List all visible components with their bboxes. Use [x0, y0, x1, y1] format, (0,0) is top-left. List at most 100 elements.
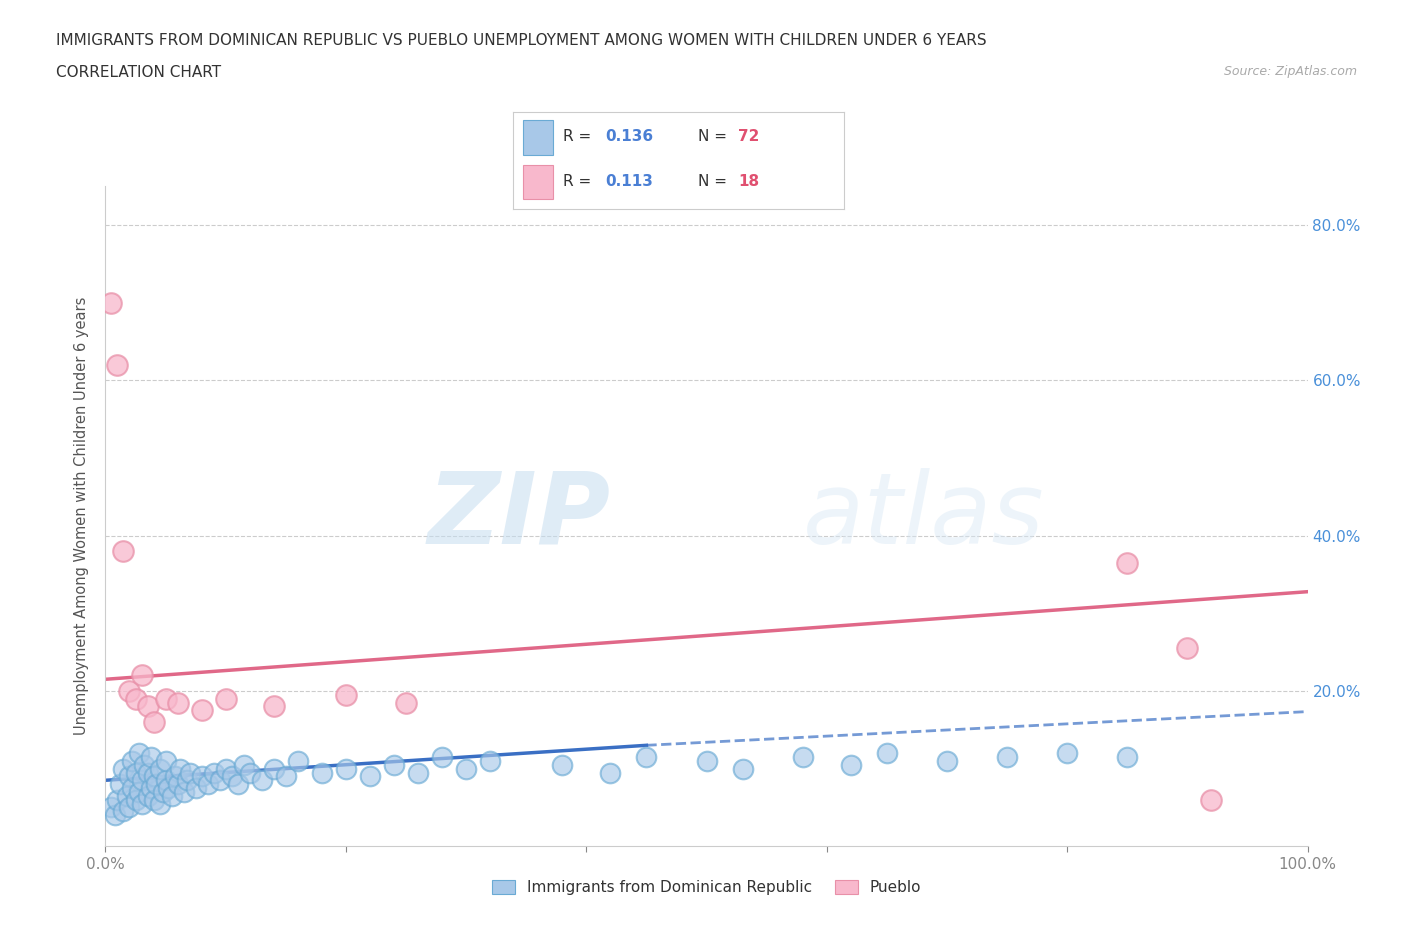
Point — [184, 780, 207, 795]
Point — [118, 684, 141, 698]
Point — [454, 761, 477, 776]
Point — [169, 761, 191, 776]
Point — [136, 765, 159, 780]
Point — [112, 804, 135, 818]
Text: IMMIGRANTS FROM DOMINICAN REPUBLIC VS PUEBLO UNEMPLOYMENT AMONG WOMEN WITH CHILD: IMMIGRANTS FROM DOMINICAN REPUBLIC VS PU… — [56, 33, 987, 47]
Point — [128, 785, 150, 800]
Point — [382, 757, 405, 772]
Point — [731, 761, 754, 776]
Point — [142, 769, 165, 784]
Point — [155, 773, 177, 788]
Point — [124, 765, 146, 780]
Text: Source: ZipAtlas.com: Source: ZipAtlas.com — [1223, 65, 1357, 78]
Point — [124, 792, 146, 807]
Point — [136, 699, 159, 714]
Text: ZIP: ZIP — [427, 468, 610, 565]
Point — [274, 769, 297, 784]
Point — [139, 750, 162, 764]
Point — [395, 695, 418, 710]
Text: N =: N = — [699, 129, 733, 144]
Point — [145, 777, 167, 791]
Point — [112, 544, 135, 559]
Point — [131, 773, 153, 788]
Point — [287, 753, 309, 768]
Point — [136, 789, 159, 804]
Text: 18: 18 — [738, 175, 759, 190]
Point — [1201, 792, 1223, 807]
Point — [131, 796, 153, 811]
Point — [214, 761, 236, 776]
Point — [551, 757, 574, 772]
Point — [118, 800, 141, 815]
Text: CORRELATION CHART: CORRELATION CHART — [56, 65, 221, 80]
Point — [156, 780, 179, 795]
Point — [166, 695, 188, 710]
Point — [118, 769, 141, 784]
Point — [335, 687, 357, 702]
Point — [335, 761, 357, 776]
Point — [148, 796, 170, 811]
Text: 72: 72 — [738, 129, 759, 144]
Point — [936, 753, 959, 768]
Text: R =: R = — [562, 129, 596, 144]
Point — [696, 753, 718, 768]
Point — [124, 691, 146, 706]
Point — [202, 765, 225, 780]
Point — [359, 769, 381, 784]
Point — [166, 777, 188, 791]
Point — [121, 780, 143, 795]
Point — [148, 761, 170, 776]
Point — [250, 773, 273, 788]
Point — [139, 780, 162, 795]
Point — [155, 691, 177, 706]
Point — [792, 750, 814, 764]
Point — [208, 773, 231, 788]
Point — [115, 789, 138, 804]
Point — [112, 761, 135, 776]
Point — [142, 792, 165, 807]
Point — [876, 746, 898, 761]
Point — [155, 753, 177, 768]
Point — [263, 761, 285, 776]
Text: R =: R = — [562, 175, 596, 190]
Point — [214, 691, 236, 706]
Point — [1175, 641, 1198, 656]
Point — [636, 750, 658, 764]
Point — [221, 769, 243, 784]
Point — [107, 792, 129, 807]
Point — [226, 777, 249, 791]
Point — [128, 746, 150, 761]
Point — [1116, 750, 1139, 764]
Point — [190, 769, 212, 784]
Point — [100, 295, 122, 310]
Point — [152, 785, 174, 800]
Y-axis label: Unemployment Among Women with Children Under 6 years: Unemployment Among Women with Children U… — [75, 297, 90, 736]
Point — [839, 757, 862, 772]
Point — [131, 668, 153, 683]
Point — [190, 703, 212, 718]
Point — [165, 769, 187, 784]
Point — [108, 777, 131, 791]
Point — [232, 757, 254, 772]
Legend: Immigrants from Dominican Republic, Pueblo: Immigrants from Dominican Republic, Pueb… — [485, 874, 928, 901]
Text: atlas: atlas — [803, 468, 1045, 565]
Point — [121, 753, 143, 768]
Text: N =: N = — [699, 175, 733, 190]
FancyBboxPatch shape — [523, 120, 553, 154]
Point — [311, 765, 333, 780]
Point — [1056, 746, 1078, 761]
Point — [176, 773, 198, 788]
Point — [479, 753, 502, 768]
Point — [104, 808, 127, 823]
Text: 0.113: 0.113 — [606, 175, 654, 190]
Text: 0.136: 0.136 — [606, 129, 654, 144]
Point — [160, 789, 183, 804]
Point — [179, 765, 201, 780]
Point — [142, 714, 165, 729]
Point — [100, 800, 122, 815]
Point — [197, 777, 219, 791]
Point — [995, 750, 1018, 764]
Point — [173, 785, 195, 800]
Point — [107, 357, 129, 372]
Point — [263, 699, 285, 714]
